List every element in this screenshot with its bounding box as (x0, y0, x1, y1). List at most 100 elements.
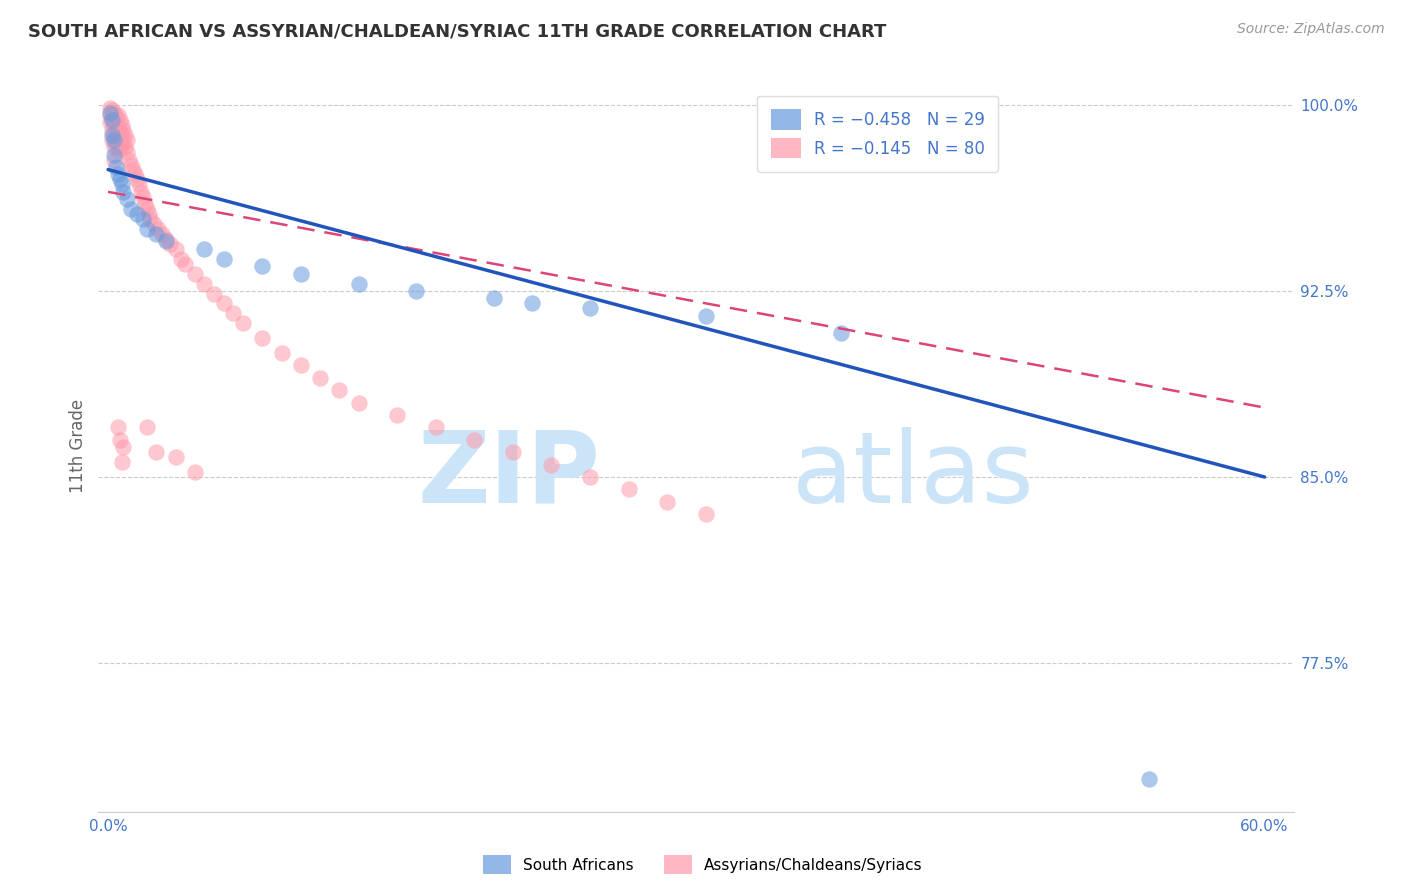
Point (114, 140, 136, 154)
Point (290, 267, 312, 281)
Point (212, 296, 235, 310)
Point (103, 105, 125, 120)
Point (107, 108, 129, 122)
Point (193, 277, 215, 291)
Point (540, 458, 562, 472)
Point (118, 153, 141, 167)
Point (138, 207, 160, 221)
Point (655, 495, 678, 509)
Point (103, 153, 125, 167)
Point (184, 465, 207, 479)
Point (212, 252, 235, 266)
Point (143, 217, 166, 231)
Point (112, 185, 135, 199)
Point (103, 140, 125, 154)
Point (112, 123, 135, 137)
Point (328, 383, 350, 397)
Point (165, 242, 187, 256)
Point (148, 222, 170, 236)
Point (108, 137, 131, 152)
Text: Source: ZipAtlas.com: Source: ZipAtlas.com (1237, 22, 1385, 37)
Point (252, 331, 274, 345)
Point (222, 306, 245, 320)
Point (101, 123, 124, 137)
Point (120, 202, 142, 217)
Text: ZIP: ZIP (418, 426, 600, 524)
Point (184, 267, 207, 281)
Point (520, 296, 543, 310)
Point (425, 420, 447, 434)
Point (135, 202, 157, 217)
Point (104, 111, 127, 125)
Point (101, 112, 124, 127)
Point (695, 309, 717, 323)
Point (103, 133, 125, 147)
Point (120, 158, 142, 172)
Point (108, 112, 131, 127)
Point (108, 172, 131, 186)
Point (107, 120, 129, 135)
Point (117, 145, 139, 160)
Text: SOUTH AFRICAN VS ASSYRIAN/CHALDEAN/SYRIAC 11TH GRADE CORRELATION CHART: SOUTH AFRICAN VS ASSYRIAN/CHALDEAN/SYRIA… (28, 22, 887, 40)
Point (202, 286, 225, 301)
Point (135, 420, 157, 434)
Point (150, 227, 173, 241)
Point (125, 207, 148, 221)
Point (104, 160, 127, 174)
Point (103, 128, 125, 142)
Point (165, 450, 187, 465)
Point (101, 128, 124, 142)
Point (122, 162, 145, 177)
Point (132, 190, 155, 204)
Point (579, 301, 602, 316)
Point (347, 395, 370, 409)
Point (155, 235, 177, 249)
Point (128, 178, 150, 192)
Point (129, 185, 152, 199)
Point (159, 236, 181, 251)
Point (112, 440, 135, 454)
Point (107, 420, 129, 434)
Point (117, 192, 139, 206)
Legend: R = −0.458   N = 29, R = −0.145   N = 80: R = −0.458 N = 29, R = −0.145 N = 80 (758, 96, 998, 171)
Point (830, 326, 852, 341)
Point (98, 101, 121, 115)
Point (110, 455, 132, 469)
Point (112, 135, 135, 149)
Point (270, 346, 292, 360)
Point (695, 507, 717, 521)
Point (104, 125, 127, 139)
Point (132, 212, 155, 227)
Point (385, 408, 409, 422)
Point (1137, 772, 1160, 787)
Point (117, 133, 139, 147)
Point (107, 168, 129, 182)
Point (101, 133, 124, 147)
Point (98, 108, 121, 122)
Point (104, 137, 127, 152)
Point (232, 316, 254, 330)
Point (110, 128, 132, 142)
Point (170, 252, 193, 266)
Point (124, 168, 146, 182)
Legend: South Africans, Assyrians/Chaldeans/Syriacs: South Africans, Assyrians/Chaldeans/Syri… (477, 849, 929, 880)
Point (155, 232, 177, 246)
Y-axis label: 11th Grade: 11th Grade (69, 399, 87, 493)
Point (107, 130, 129, 145)
Point (347, 277, 370, 291)
Point (139, 212, 162, 227)
Point (101, 103, 124, 117)
Point (502, 445, 524, 459)
Point (110, 118, 132, 132)
Point (134, 197, 156, 211)
Point (98, 115, 121, 129)
Point (290, 359, 312, 373)
Point (193, 242, 215, 256)
Point (617, 483, 640, 497)
Point (125, 172, 148, 186)
Point (145, 227, 167, 241)
Point (579, 470, 602, 484)
Point (463, 433, 485, 447)
Point (135, 222, 157, 236)
Point (103, 118, 125, 132)
